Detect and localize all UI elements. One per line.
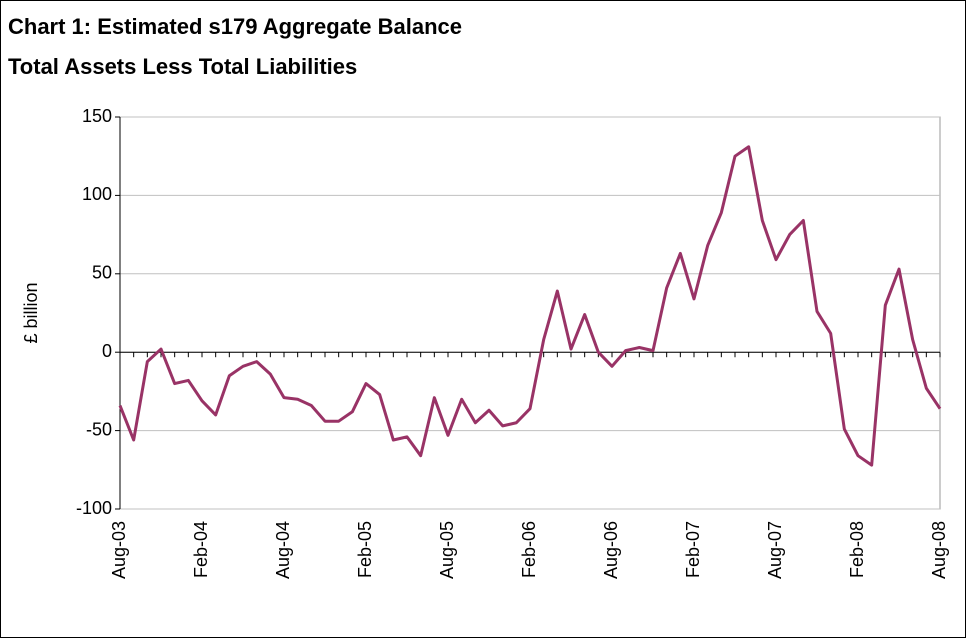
y-axis-label: £ billion (21, 282, 41, 343)
y-tick-label: 150 (82, 106, 112, 126)
y-tick-label: 50 (92, 263, 112, 283)
chart-subtitle: Total Assets Less Total Liabilities (8, 54, 357, 79)
y-tick-label: 100 (82, 184, 112, 204)
y-tick-label: -50 (86, 419, 112, 439)
x-tick-label: Feb-06 (519, 521, 539, 578)
y-tick-label: 0 (102, 341, 112, 361)
x-tick-label: Feb-05 (355, 521, 375, 578)
x-tick-label: Aug-05 (437, 521, 457, 579)
y-tick-label: -100 (76, 498, 112, 518)
x-tick-label: Feb-04 (191, 521, 211, 578)
x-tick-label: Aug-06 (601, 521, 621, 579)
line-series (118, 145, 942, 467)
x-tick-label: Feb-08 (847, 521, 867, 578)
x-tick-label: Aug-07 (765, 521, 785, 579)
x-tick-label: Feb-07 (683, 521, 703, 578)
chart-title: Chart 1: Estimated s179 Aggregate Balanc… (8, 14, 462, 39)
x-tick-label: Aug-08 (929, 521, 949, 579)
x-tick-label: Aug-04 (273, 521, 293, 579)
x-tick-label: Aug-03 (109, 521, 129, 579)
